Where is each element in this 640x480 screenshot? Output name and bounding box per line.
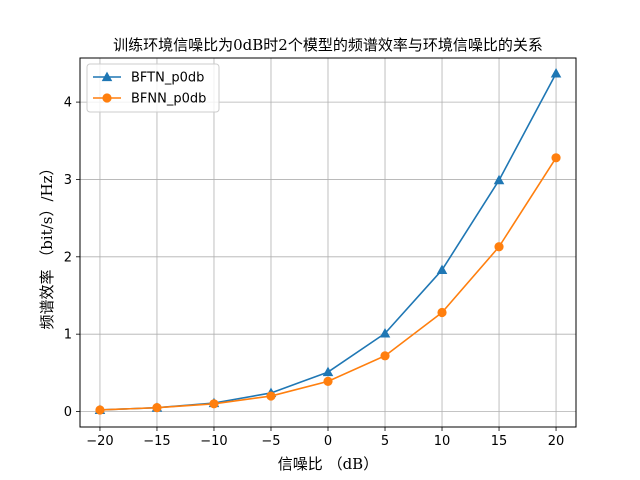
- legend-label: BFTN_p0db: [131, 71, 204, 86]
- legend-marker: [102, 93, 112, 103]
- x-tick-label: −15: [143, 434, 170, 449]
- data-point: [379, 327, 391, 338]
- x-tick-label: 5: [381, 434, 389, 449]
- x-tick-label: 20: [548, 434, 565, 449]
- data-point: [436, 264, 448, 275]
- y-tick-label: 1: [64, 328, 72, 343]
- y-tick-label: 3: [64, 173, 72, 188]
- x-tick-label: 0: [324, 434, 332, 449]
- data-point: [95, 405, 105, 415]
- x-axis-label: 信噪比 （dB）: [278, 455, 378, 473]
- grid: [80, 58, 576, 427]
- y-axis-label: 频谱效率 （bit/s）/Hz）: [38, 161, 56, 330]
- legend-box: [86, 63, 220, 113]
- y-tick-label: 0: [64, 405, 72, 420]
- y-tick-label: 4: [64, 96, 72, 111]
- x-tick-label: 15: [491, 434, 508, 449]
- x-tick-label: 10: [434, 434, 451, 449]
- x-tick-label: −20: [86, 434, 113, 449]
- plot-series: [94, 68, 562, 415]
- data-point: [322, 366, 334, 377]
- data-point: [380, 351, 390, 361]
- y-tick-label: 2: [64, 250, 72, 265]
- data-point: [551, 153, 561, 163]
- series-BFNN_p0db: [95, 153, 561, 415]
- data-point: [266, 391, 276, 401]
- chart-title: 训练环境信噪比为0dB时2个模型的频谱效率与环境信噪比的关系: [113, 36, 543, 54]
- data-point: [493, 174, 505, 185]
- legend: BFTN_p0db BFNN_p0db: [86, 63, 220, 113]
- data-point: [550, 68, 562, 78]
- data-point: [437, 307, 447, 318]
- x-tick-label: −10: [200, 434, 227, 449]
- data-point: [152, 403, 162, 413]
- data-point: [494, 242, 504, 252]
- x-tick-label: −5: [261, 434, 280, 449]
- data-point: [323, 376, 333, 386]
- axis-ticks: −20 −15 −10 −5 0 5 10 15 20 0 1 2 3 4: [64, 96, 565, 449]
- data-point: [209, 399, 219, 409]
- legend-marker: [101, 71, 113, 82]
- legend-label: BFNN_p0db: [131, 92, 206, 107]
